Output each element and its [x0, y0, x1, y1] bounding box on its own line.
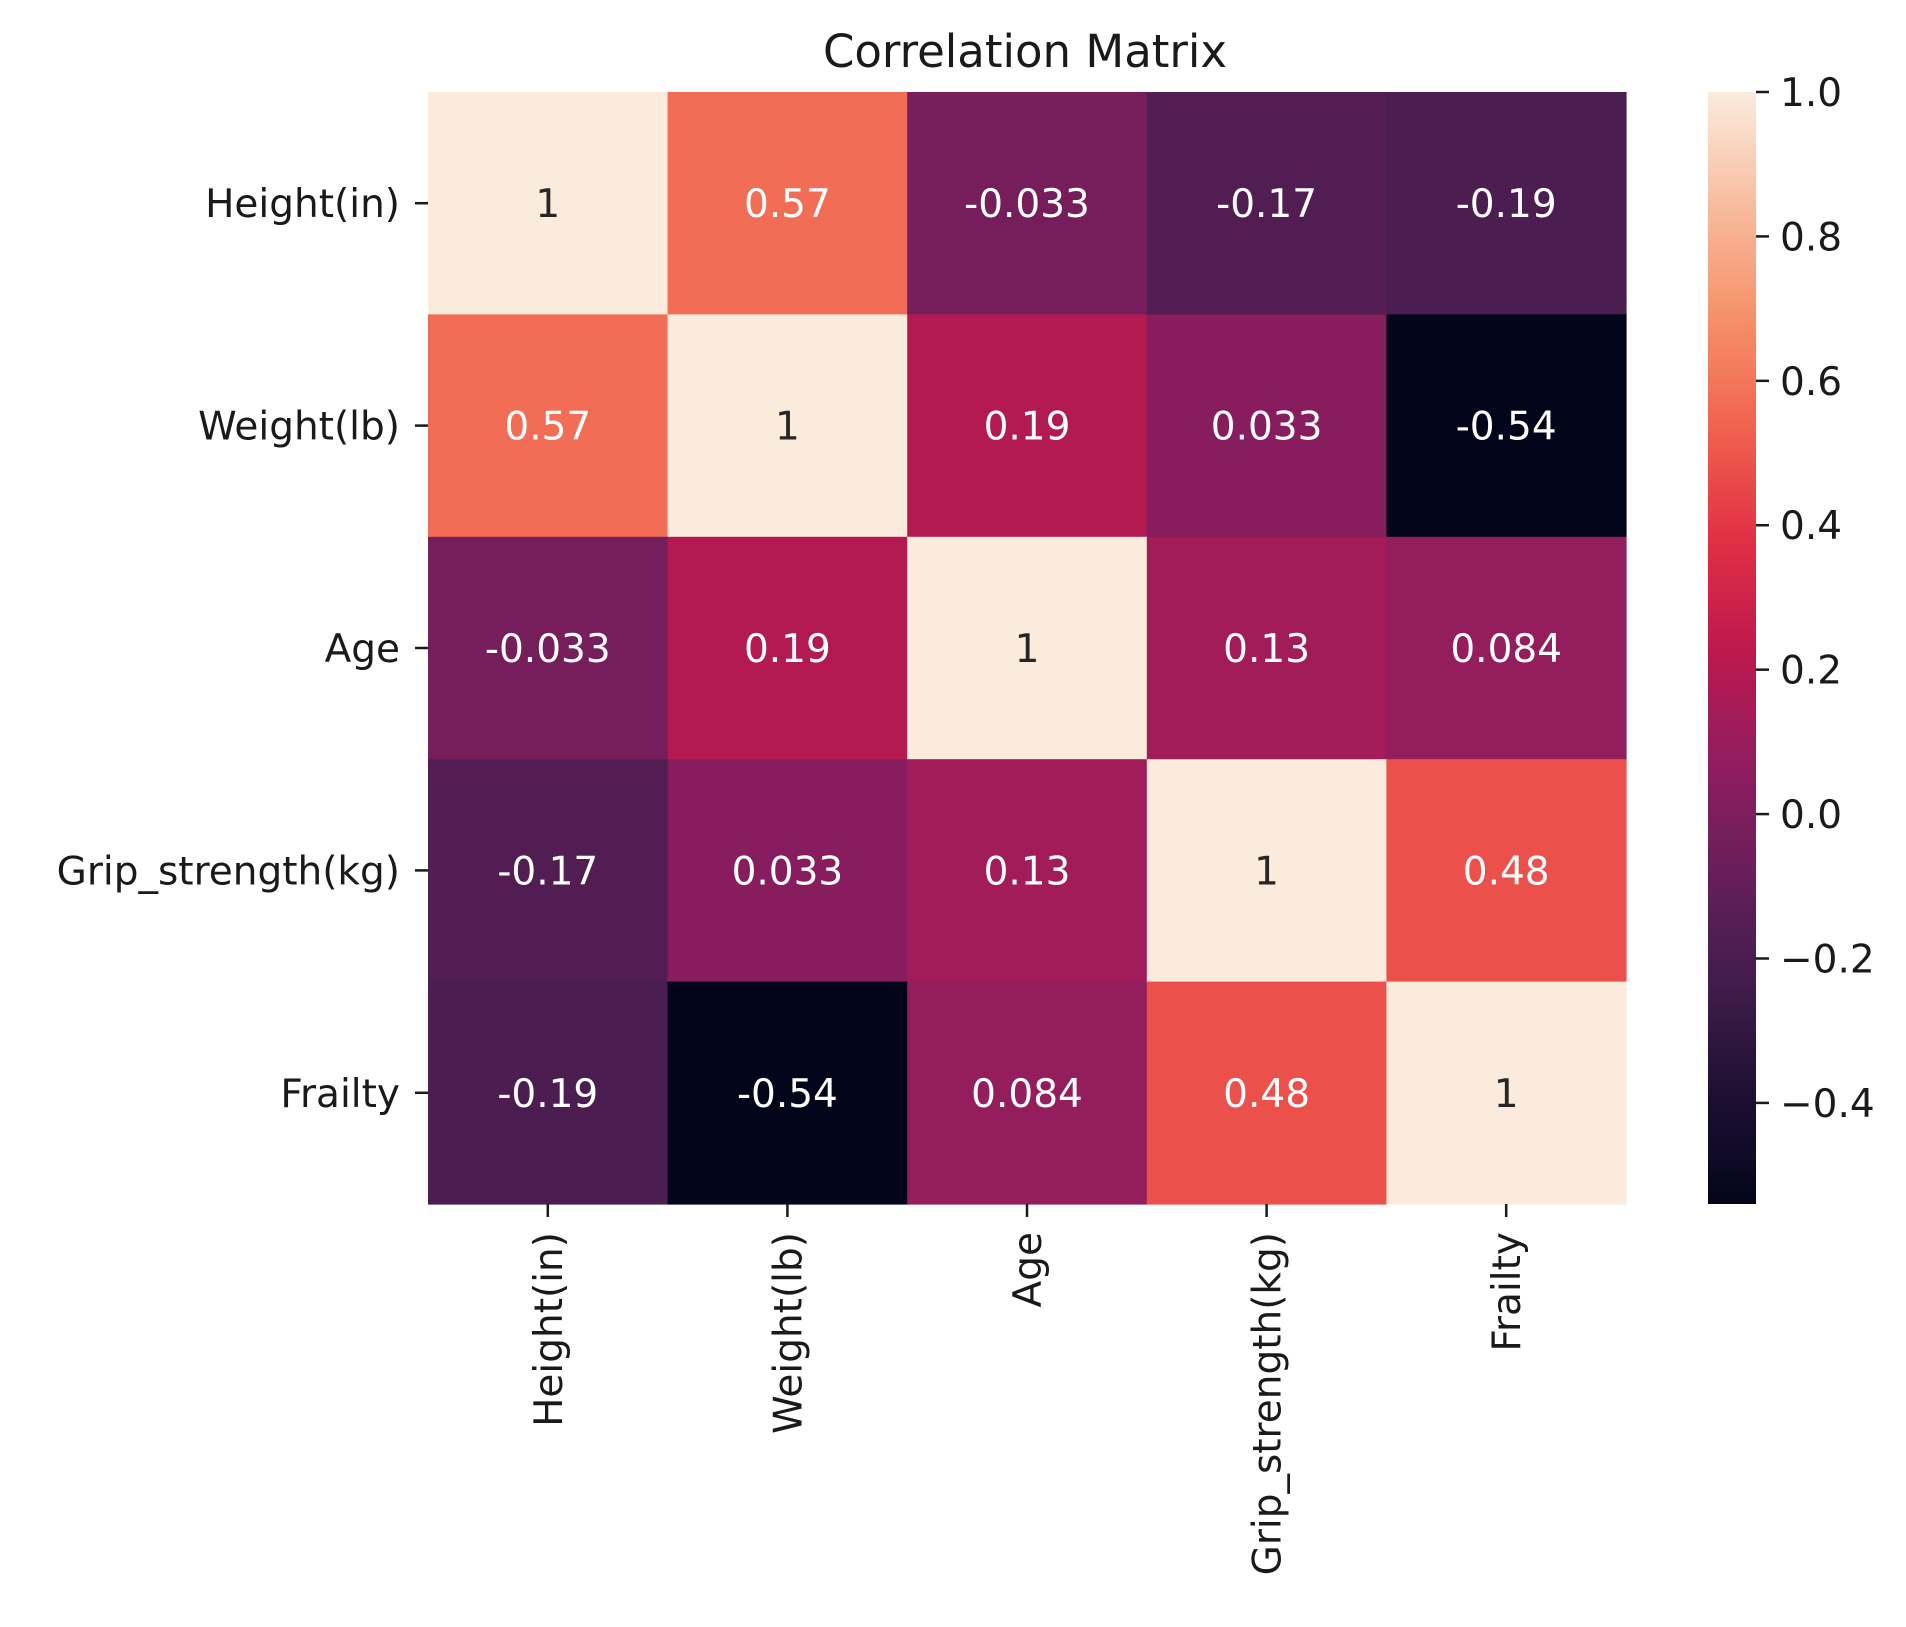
colorbar-tick-label: −0.2 — [1780, 937, 1875, 982]
heatmap-cell-label: -0.033 — [964, 182, 1090, 227]
heatmap-cell — [1386, 981, 1627, 1205]
heatmap-cell-label: 1 — [535, 182, 560, 227]
heatmap-cell-label: -0.17 — [1216, 182, 1317, 227]
heatmap-cell-label: 0.48 — [1463, 849, 1550, 894]
heatmap-cell — [1386, 536, 1627, 760]
heatmap-cell — [907, 759, 1148, 983]
heatmap-cell-label: 0.57 — [504, 405, 591, 450]
heatmap-cell — [428, 92, 669, 315]
heatmap-cell-label: 0.033 — [1211, 405, 1323, 450]
heatmap-cell — [1386, 314, 1627, 538]
y-tick-label: Age — [325, 627, 400, 672]
colorbar-tick-label: 0.8 — [1780, 215, 1842, 260]
x-tick-label: Frailty — [1485, 1232, 1530, 1352]
heatmap-cell — [428, 981, 669, 1205]
heatmap-cell — [907, 314, 1148, 538]
x-tick-label: Height(in) — [527, 1232, 572, 1427]
chart-title: Correlation Matrix — [823, 25, 1227, 78]
heatmap-cell-label: 1 — [775, 405, 800, 450]
heatmap-cell-labels: 1 0.57 -0.033 -0.17 -0.19 0.57 1 0.19 0.033 -0.54… — [485, 182, 1562, 1117]
heatmap-cell-label: -0.033 — [485, 627, 611, 672]
colorbar-tick-label: 1.0 — [1780, 71, 1842, 116]
y-tick-label: Weight(lb) — [198, 405, 400, 450]
y-tick-label: Grip_strength(kg) — [57, 849, 400, 894]
heatmap-cell-label: 0.13 — [1223, 627, 1310, 672]
colorbar: 1.0 0.8 0.6 0.4 0.2 0.0 −0.2 −0.4 — [1708, 71, 1875, 1204]
heatmap-cell-label: 0.48 — [1223, 1072, 1310, 1117]
x-axis-ticks: Height(in) Weight(lb) Age Grip_strength(kg)… — [527, 1204, 1530, 1575]
colorbar-tick-label: 0.6 — [1780, 360, 1842, 405]
heatmap-cell — [1146, 92, 1387, 315]
heatmap-cell-label: -0.54 — [1456, 405, 1557, 450]
heatmap-cell-label: 0.57 — [744, 182, 831, 227]
heatmap-cell — [1146, 759, 1387, 983]
y-tick-label: Height(in) — [205, 182, 400, 227]
heatmap-cell — [428, 314, 669, 538]
colorbar-tick-label: −0.4 — [1780, 1082, 1875, 1127]
heatmap-cell — [907, 536, 1148, 760]
heatmap-cell-label: 1 — [1254, 849, 1279, 894]
heatmap-cell — [1386, 759, 1627, 983]
heatmap-cell — [907, 981, 1148, 1205]
x-tick-label: Grip_strength(kg) — [1246, 1232, 1291, 1575]
heatmap-cell-label: 0.033 — [732, 849, 844, 894]
heatmap-cells — [428, 92, 1627, 1205]
heatmap-cell — [1386, 92, 1627, 315]
heatmap-cell-label: 1 — [1494, 1072, 1519, 1117]
heatmap-cell-label: -0.19 — [497, 1072, 598, 1117]
heatmap-cell-label: 0.13 — [984, 849, 1071, 894]
heatmap-cell-label: -0.17 — [497, 849, 598, 894]
heatmap-cell — [428, 759, 669, 983]
heatmap-cell — [667, 314, 908, 538]
heatmap-cell — [428, 536, 669, 760]
x-tick-label: Weight(lb) — [766, 1232, 811, 1434]
colorbar-tick-label: 0.4 — [1780, 504, 1842, 549]
heatmap-cell-label: -0.54 — [737, 1072, 838, 1117]
heatmap-cell-label: 0.19 — [984, 405, 1071, 450]
heatmap-cell — [1146, 536, 1387, 760]
x-tick-label: Age — [1006, 1232, 1051, 1307]
heatmap-cell — [1146, 314, 1387, 538]
heatmap-cell — [907, 92, 1148, 315]
heatmap-cell-label: 0.084 — [1450, 627, 1562, 672]
heatmap-cell — [667, 536, 908, 760]
colorbar-gradient — [1708, 92, 1756, 1204]
colorbar-tick-label: 0.2 — [1780, 649, 1842, 694]
heatmap-cell-label: 0.19 — [744, 627, 831, 672]
y-tick-label: Frailty — [280, 1072, 400, 1117]
y-axis-ticks: Height(in) Weight(lb) Age Grip_strength(kg)… — [57, 182, 428, 1117]
heatmap-cell-label: -0.19 — [1456, 182, 1557, 227]
heatmap-cell — [1146, 981, 1387, 1205]
colorbar-tick-label: 0.0 — [1780, 793, 1842, 838]
heatmap-cell — [667, 759, 908, 983]
heatmap-cell-label: 1 — [1015, 627, 1040, 672]
heatmap-cell-label: 0.084 — [971, 1072, 1083, 1117]
heatmap-cell — [667, 92, 908, 315]
heatmap-cell — [667, 981, 908, 1205]
